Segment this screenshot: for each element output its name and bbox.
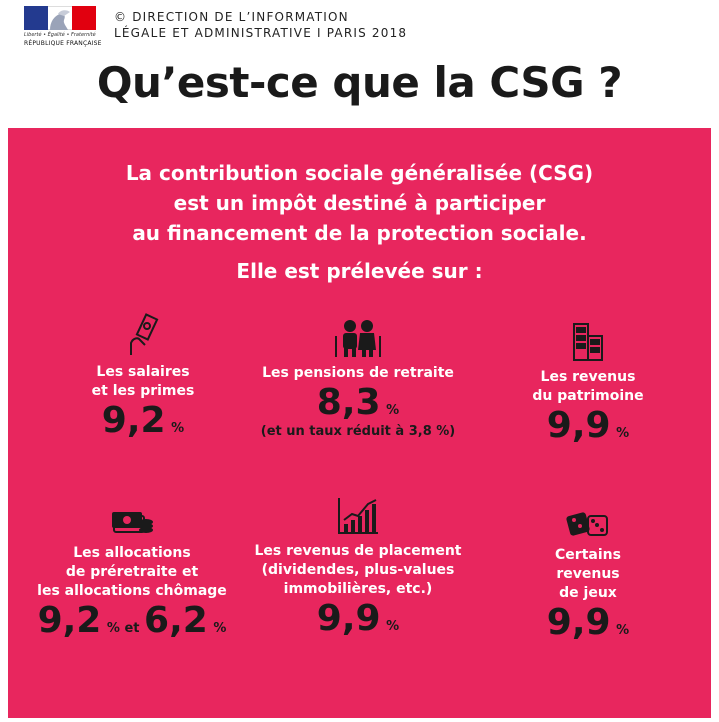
- rate-value: 8,3: [316, 382, 381, 423]
- dice-icon: [566, 512, 608, 536]
- rate-value: 9,9: [546, 602, 611, 643]
- item-label-1: Les salaires: [96, 364, 190, 380]
- rate-unit: %: [106, 621, 125, 636]
- elderly-couple-icon: [335, 320, 381, 357]
- item-salaires: Les salaires et les primes 9,2 %: [58, 313, 228, 441]
- rate-unit-2: %: [213, 621, 227, 636]
- republique-francaise-logo: Liberté • Égalité • Fraternité RÉPUBLIQU…: [24, 6, 104, 50]
- marianne-icon: [50, 10, 70, 30]
- rising-chart-icon: [338, 498, 378, 534]
- credit-line-2: LÉGALE ET ADMINISTRATIVE I PARIS 2018: [114, 26, 408, 40]
- rate-value: 9,2: [37, 600, 102, 641]
- item-label-3: de jeux: [559, 585, 617, 601]
- item-label-2: et les primes: [91, 383, 195, 399]
- item-label-1: Les allocations: [73, 545, 191, 561]
- item-patrimoine: Les revenus du patrimoine 9,9 %: [503, 318, 673, 446]
- reduced-rate-note: (et un taux réduit à 3,8 %): [260, 424, 456, 439]
- rate-unit: %: [171, 421, 185, 436]
- buildings-icon: [573, 323, 603, 361]
- item-label-3: les allocations chômage: [37, 583, 227, 599]
- page-title: Qu’est-ce que la CSG ?: [96, 58, 623, 107]
- item-label-2: (dividendes, plus-values: [261, 562, 455, 578]
- item-allocations: Les allocations de préretraite et les al…: [22, 508, 242, 641]
- lead-line-3: au financement de la protection sociale.: [132, 221, 587, 245]
- item-placement: Les revenus de placement (dividendes, pl…: [248, 496, 468, 639]
- item-label-1: Les pensions de retraite: [262, 365, 454, 381]
- hand-banknote-icon: [130, 313, 159, 355]
- item-pensions: Les pensions de retraite 8,3 % (et un ta…: [248, 318, 468, 441]
- item-label-2: revenus: [556, 566, 620, 582]
- logo-republic-text: RÉPUBLIQUE FRANÇAISE: [24, 40, 102, 47]
- rate-conjunction: et: [124, 621, 145, 636]
- rate-unit: %: [386, 619, 400, 634]
- item-label-1: Les revenus de placement: [254, 543, 462, 559]
- lead-line-1: La contribution sociale généralisée (CSG…: [125, 161, 594, 185]
- rate-unit: %: [616, 623, 630, 638]
- lead-line-2: est un impôt destiné à participer: [173, 191, 546, 215]
- rate-unit: %: [616, 426, 630, 441]
- banknotes-coins-icon: [112, 512, 153, 533]
- item-label-3: immobilières, etc.): [283, 581, 433, 597]
- item-label-1: Les revenus: [540, 369, 636, 385]
- rate-value-2: 6,2: [144, 600, 208, 641]
- rate-value: 9,2: [101, 400, 166, 441]
- credit-line-1: © DIRECTION DE L’INFORMATION: [114, 10, 349, 24]
- item-label-2: du patrimoine: [532, 388, 644, 404]
- logo-motto: Liberté • Égalité • Fraternité: [24, 32, 96, 38]
- item-jeux: Certains revenus de jeux 9,9 %: [503, 508, 673, 643]
- header: Liberté • Égalité • Fraternité RÉPUBLIQU…: [0, 0, 719, 125]
- rate-unit: %: [386, 403, 400, 418]
- rate-value: 9,9: [546, 405, 611, 446]
- rate-value: 9,9: [316, 598, 381, 639]
- item-label-1: Certains: [555, 547, 621, 563]
- lead-line-4: Elle est prélevée sur :: [236, 259, 483, 283]
- credit: © DIRECTION DE L’INFORMATION LÉGALE ET A…: [114, 9, 407, 41]
- lead-text: La contribution sociale généralisée (CSG…: [8, 158, 711, 286]
- item-label-2: de préretraite et: [65, 564, 199, 580]
- info-panel: La contribution sociale généralisée (CSG…: [8, 128, 711, 718]
